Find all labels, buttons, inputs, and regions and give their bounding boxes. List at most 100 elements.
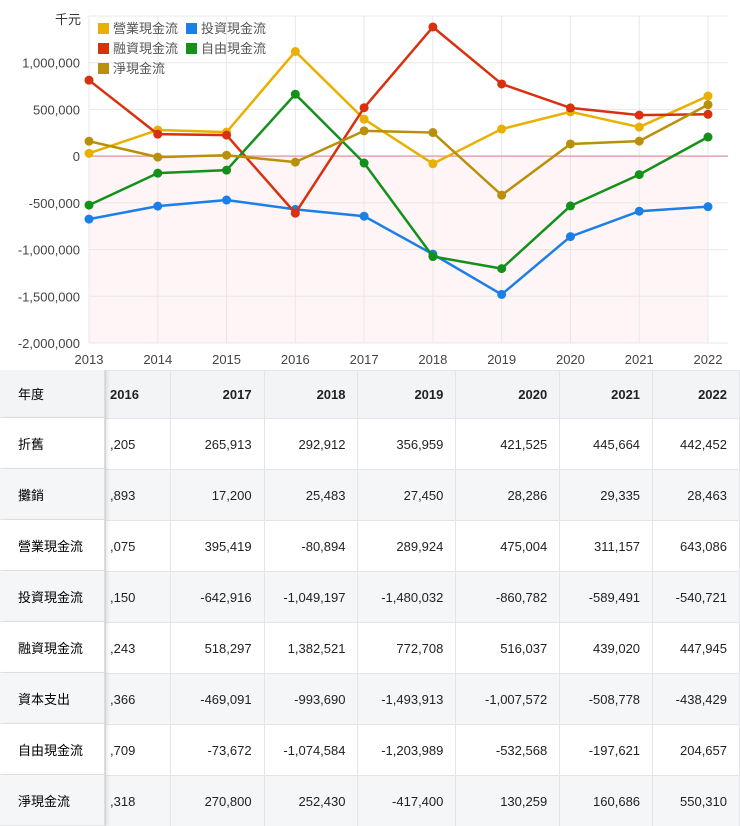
table-cell: ,243 — [105, 622, 171, 674]
table-cell: -417,400 — [357, 775, 457, 826]
table-cell: 292,912 — [263, 418, 359, 470]
table-cell: 442,452 — [652, 418, 740, 470]
legend-label: 融資現金流 — [113, 41, 178, 56]
table-cell: -642,916 — [169, 571, 265, 623]
row-label: 自由現金流 — [0, 724, 105, 775]
y-tick-label: -1,000,000 — [18, 243, 80, 258]
table-cell: 204,657 — [652, 724, 740, 776]
table-cell: ,709 — [105, 724, 171, 776]
table-row: ,075 395,419 -80,894 289,924 475,004 311,157 6… — [105, 520, 740, 572]
data-point — [703, 109, 713, 119]
table-cell: 265,913 — [169, 418, 265, 470]
table-cell: 643,086 — [652, 520, 740, 572]
legend-swatch — [186, 23, 197, 34]
table-row: ,243 518,297 1,382,521 772,708 516,037 439,02… — [105, 622, 740, 674]
table-cell: -1,493,913 — [357, 673, 457, 725]
data-point — [565, 139, 575, 149]
data-point — [222, 130, 232, 140]
legend-label: 淨現金流 — [113, 61, 165, 76]
table-cell: 395,419 — [169, 520, 265, 572]
table-cell: 25,483 — [263, 469, 359, 521]
table-cell: 439,020 — [559, 622, 654, 674]
x-tick-label: 2016 — [281, 352, 310, 367]
y-tick-label: -2,000,000 — [18, 336, 80, 351]
table-cell: 356,959 — [357, 418, 457, 470]
table-cell: -993,690 — [263, 673, 359, 725]
data-point — [153, 152, 163, 162]
y-tick-label: -1,500,000 — [18, 289, 80, 304]
year-header: 2016 — [105, 370, 171, 419]
row-label: 營業現金流 — [0, 520, 105, 571]
data-point — [359, 114, 369, 124]
table-row: ,150 -642,916 -1,049,197 -1,480,032 -860,782… — [105, 571, 740, 623]
table-cell: 289,924 — [357, 520, 457, 572]
x-tick-label: 2022 — [694, 352, 723, 367]
table-row: ,318 270,800 252,430 -417,400 130,259 160,686… — [105, 775, 740, 826]
x-tick-label: 2017 — [350, 352, 379, 367]
series-自由現金流 — [84, 89, 713, 274]
data-point — [634, 170, 644, 180]
table-row: ,893 17,200 25,483 27,450 28,286 29,335 28,463 — [105, 469, 740, 521]
table-cell: -438,429 — [652, 673, 740, 725]
data-point — [428, 128, 438, 138]
data-point — [497, 124, 507, 134]
legend-label: 自由現金流 — [201, 41, 266, 56]
data-point — [565, 232, 575, 242]
table-cell: -1,074,584 — [263, 724, 359, 776]
table-cell: -73,672 — [169, 724, 265, 776]
table-cell: -469,091 — [169, 673, 265, 725]
table-cell: -860,782 — [455, 571, 561, 623]
table-cell: -80,894 — [263, 520, 359, 572]
row-label: 淨現金流 — [0, 775, 105, 826]
table-cell: 29,335 — [559, 469, 654, 521]
table-cell: 130,259 — [455, 775, 561, 826]
table-cell: -589,491 — [559, 571, 654, 623]
data-point — [497, 264, 507, 274]
data-point — [359, 103, 369, 113]
series-line — [88, 92, 709, 270]
row-label: 資本支出 — [0, 673, 105, 724]
table-cell: 475,004 — [455, 520, 561, 572]
row-label: 攤銷 — [0, 469, 105, 520]
table-cell: 28,286 — [455, 469, 561, 521]
table-cell: -1,480,032 — [357, 571, 457, 623]
legend-swatch — [186, 43, 197, 54]
data-point — [222, 195, 232, 205]
data-point — [84, 214, 94, 224]
table-cell: 28,463 — [652, 469, 740, 521]
x-tick-label: 2020 — [556, 352, 585, 367]
data-point — [290, 47, 300, 57]
data-point — [290, 157, 300, 167]
legend-swatch — [98, 63, 109, 74]
table-cell: ,318 — [105, 775, 171, 826]
series-融資現金流 — [84, 22, 713, 218]
data-point — [84, 200, 94, 210]
table-cell: ,075 — [105, 520, 171, 572]
series-line — [88, 198, 709, 296]
x-tick-label: 2019 — [487, 352, 516, 367]
table-cell: ,150 — [105, 571, 171, 623]
y-tick-label: 1,000,000 — [22, 56, 80, 71]
table-cell: 1,382,521 — [263, 622, 359, 674]
data-point — [153, 129, 163, 139]
year-header: 2021 — [559, 370, 654, 419]
data-point — [153, 201, 163, 211]
data-point — [428, 22, 438, 32]
data-point — [359, 126, 369, 136]
data-point — [84, 136, 94, 146]
table-cell: 252,430 — [263, 775, 359, 826]
year-header: 2019 — [357, 370, 457, 419]
data-point — [290, 208, 300, 218]
legend-swatch — [98, 23, 109, 34]
data-point — [222, 150, 232, 160]
table-row: ,205 265,913 292,912 356,959 421,525 445,664 4… — [105, 418, 740, 470]
table-cell: -1,007,572 — [455, 673, 561, 725]
data-point — [84, 75, 94, 85]
x-tick-label: 2013 — [75, 352, 104, 367]
y-tick-label: 500,000 — [33, 102, 80, 117]
data-point — [703, 202, 713, 212]
table-cell: ,893 — [105, 469, 171, 521]
series-line — [88, 25, 709, 216]
cash-flow-table[interactable]: 2016 2017 2018 2019 2020 2021 2022,205 265,913 2… — [0, 370, 740, 826]
series-營業現金流 — [84, 47, 713, 169]
